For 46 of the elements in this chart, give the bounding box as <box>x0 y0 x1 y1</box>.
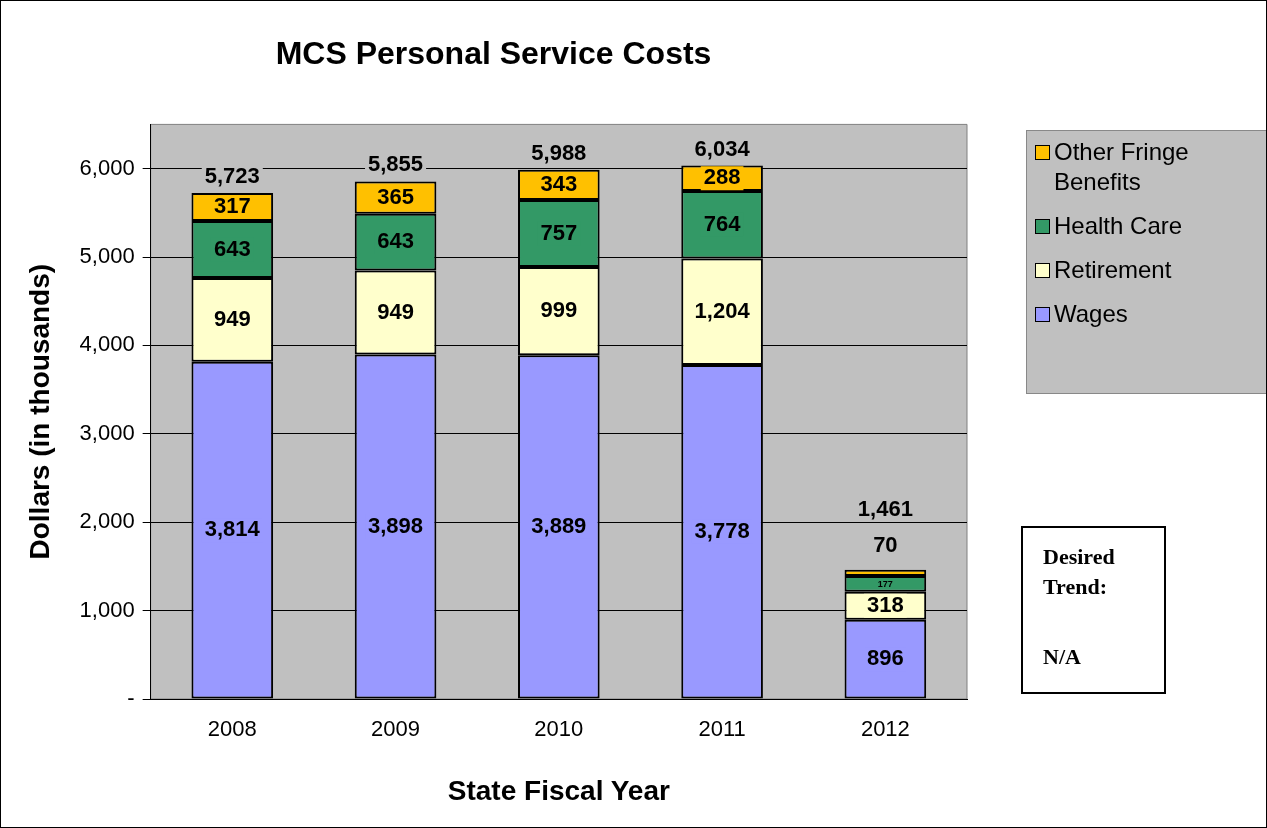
data-label: 896 <box>867 645 904 671</box>
x-axis-title: State Fiscal Year <box>447 774 670 806</box>
data-label: 288 <box>703 164 741 190</box>
data-label: 343 <box>540 170 578 196</box>
data-label: 70 <box>873 531 898 557</box>
legend-label: Wages <box>1054 299 1128 329</box>
legend-label: Other Fringe Benefits <box>1054 137 1190 197</box>
x-tick-label: 2012 <box>860 716 910 742</box>
y-tick-label: 1,000 <box>79 596 135 622</box>
data-label: 949 <box>377 298 414 324</box>
data-label: 3,889 <box>531 512 587 538</box>
data-label: 643 <box>213 235 251 261</box>
x-tick-label: 2010 <box>534 716 584 742</box>
y-tick-label: 4,000 <box>79 331 135 357</box>
data-label: 757 <box>540 219 578 245</box>
data-label: 3,778 <box>694 517 750 543</box>
total-label: 6,034 <box>694 135 751 161</box>
data-label: 949 <box>213 305 251 331</box>
y-tick-label: 2,000 <box>79 508 135 534</box>
data-label: 177 <box>877 579 893 590</box>
text: Desired Trend: <box>1043 543 1116 601</box>
y-tick-label: 5,000 <box>79 243 135 269</box>
chart-title: MCS Personal Service Costs <box>275 35 712 72</box>
x-tick-label: 2009 <box>371 716 421 742</box>
x-tick-label: 2008 <box>207 716 257 742</box>
legend-label: Retirement <box>1054 255 1172 285</box>
x-tick-label: 2011 <box>698 716 746 742</box>
data-label: 365 <box>377 183 414 209</box>
data-label: 643 <box>377 228 414 254</box>
data-label: 317 <box>213 193 251 219</box>
data-label: 318 <box>867 591 904 617</box>
data-label: 3,814 <box>204 516 261 542</box>
data-label: 764 <box>703 210 742 236</box>
legend-label: Health Care <box>1054 211 1183 241</box>
y-tick-label: 6,000 <box>79 154 135 180</box>
data-label: 1,204 <box>694 297 751 323</box>
total-label: 1,461 <box>857 495 913 521</box>
total-label: 5,723 <box>204 163 260 189</box>
text: N/A <box>1043 643 1082 671</box>
data-label: 3,898 <box>368 512 424 538</box>
y-axis-title: Dollars (in thousands) <box>23 263 55 560</box>
total-label: 5,855 <box>368 151 424 177</box>
total-label: 5,988 <box>531 139 587 165</box>
y-tick-label: - <box>127 685 135 711</box>
data-label: 999 <box>540 297 578 323</box>
y-tick-label: 3,000 <box>79 419 135 445</box>
